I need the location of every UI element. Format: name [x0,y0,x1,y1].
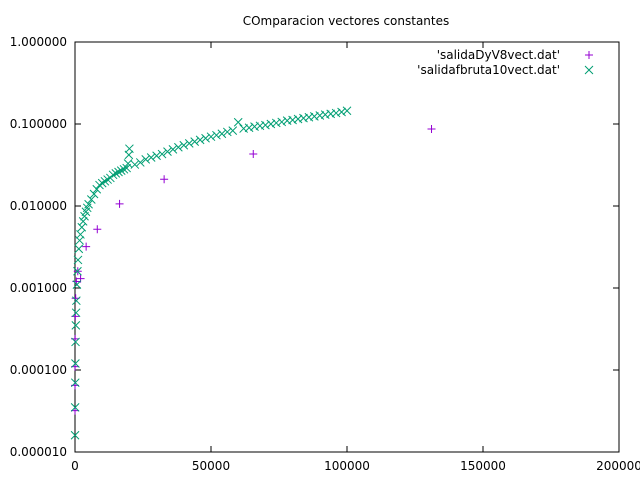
data-point [86,195,96,204]
data-point [261,120,270,130]
data-point [97,178,107,188]
data-point [228,126,238,135]
data-point [93,225,102,234]
data-point [111,169,121,178]
x-tick-label: 150000 [460,459,506,473]
data-point [337,107,346,117]
x-tick-label: 50000 [192,459,230,473]
data-point [100,176,110,186]
data-point [71,359,80,368]
data-point [244,123,254,133]
data-points [70,106,436,440]
data-point [271,118,281,128]
data-point [72,280,82,289]
legend-label: 'salidaDyV8vect.dat' [437,48,560,62]
data-point [73,266,82,276]
x-tick-label: 200000 [596,459,640,473]
data-point [201,133,210,143]
data-point [331,108,341,118]
axis-ticks: 0 50000 100000 150000 200000 0.000010 0.000100… [10,35,640,473]
legend: 'salidaDyV8vect.dat''salidafbruta10vect.… [417,48,594,77]
legend-marker [584,65,594,75]
data-point [130,160,140,169]
data-point [293,114,303,124]
plot-frame [74,41,620,453]
data-point [70,403,80,412]
y-tick-label: 0.100000 [10,117,67,131]
data-point [108,170,118,180]
y-tick-label: 0.010000 [10,199,67,213]
x-tick-label: 0 [71,459,79,473]
data-point [70,430,80,440]
data-point [89,189,99,199]
data-point [84,199,93,209]
data-point [74,244,84,254]
data-point [315,111,325,120]
data-point [135,158,145,167]
data-point [304,112,314,122]
data-point [277,117,287,127]
data-point [217,129,227,139]
data-point [114,167,123,177]
data-point [73,255,83,265]
y-tick-label: 0.000010 [10,445,67,459]
data-point [427,124,436,133]
data-point [71,337,80,347]
legend-label: 'salidafbruta10vect.dat' [417,63,560,77]
data-point [174,142,183,152]
plot-border [74,41,620,453]
data-point [116,166,126,175]
data-point [95,180,104,190]
data-point [163,147,172,157]
y-tick-label: 0.001000 [10,281,67,295]
data-point [179,140,189,150]
data-point [184,139,194,148]
data-point [71,321,81,330]
data-point [233,117,243,127]
data-point [266,119,276,129]
data-point [71,308,81,318]
data-point [212,130,221,140]
data-point [115,199,124,208]
data-point [141,155,151,164]
data-point [288,115,297,125]
data-point [190,137,200,146]
y-tick-label: 1.000000 [10,35,67,49]
data-point [78,216,88,226]
data-point [146,153,156,162]
data-point [119,164,129,174]
data-point [77,222,87,232]
data-point [168,145,178,154]
data-point [76,230,85,239]
x-tick-label: 100000 [324,459,370,473]
data-point [310,111,319,121]
data-point [72,296,81,306]
data-point [222,127,232,137]
data-point [249,150,258,159]
data-point [70,378,80,388]
legend-marker [585,51,593,59]
data-point [195,135,205,145]
y-tick-label: 0.000100 [10,363,67,377]
data-point [152,151,161,161]
data-point [157,149,167,159]
series-1 [70,106,352,440]
data-point [82,242,91,251]
data-point [342,106,352,116]
data-point [160,175,169,184]
data-point [299,113,308,123]
data-point [206,132,216,142]
chart-title: COmparacion vectores constantes [243,14,450,28]
data-point [125,144,134,154]
